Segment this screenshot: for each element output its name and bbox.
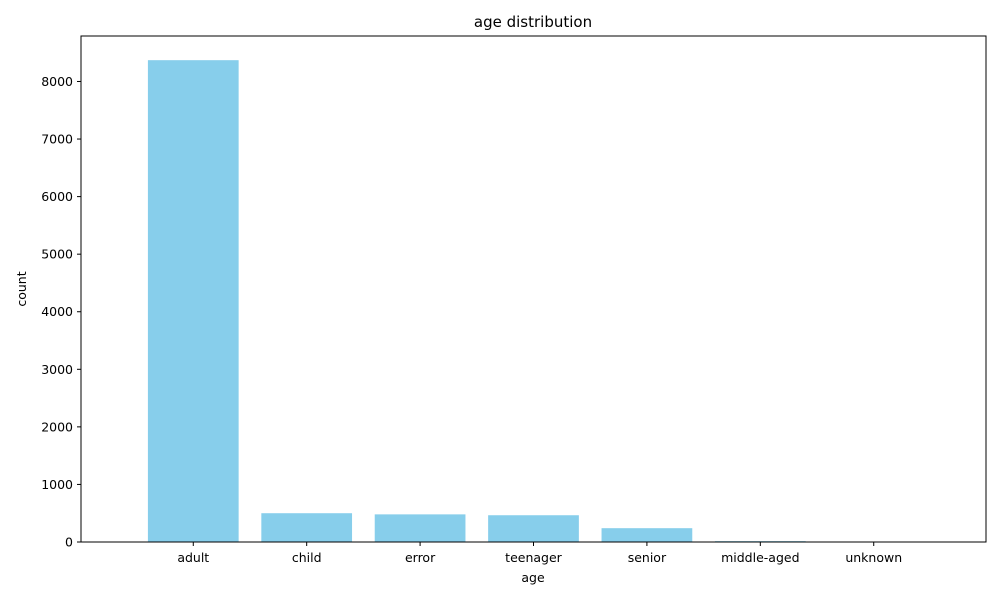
- y-tick-label: 0: [65, 535, 73, 550]
- x-tick-label: error: [405, 550, 436, 565]
- x-tick-label: child: [292, 550, 322, 565]
- x-axis-label: age: [521, 570, 545, 585]
- x-tick-label: adult: [177, 550, 209, 565]
- y-tick-label: 1000: [41, 477, 73, 492]
- y-tick-label: 4000: [41, 304, 73, 319]
- x-tick-label: unknown: [845, 550, 902, 565]
- bar-adult: [147, 60, 239, 542]
- y-tick-label: 8000: [41, 74, 73, 89]
- y-tick-label: 7000: [41, 132, 73, 147]
- chart-title: age distribution: [474, 13, 592, 31]
- x-tick-label: middle-aged: [721, 550, 799, 565]
- x-tick-label: senior: [628, 550, 667, 565]
- y-axis-ticks: 0 1000 2000 3000 4000 5000 6000 7000 8000: [41, 74, 81, 550]
- bars-group: [147, 60, 920, 542]
- y-tick-label: 3000: [41, 362, 73, 377]
- bar-error: [374, 514, 466, 542]
- bar-child: [261, 513, 353, 542]
- bar-teenager: [488, 515, 579, 542]
- bar-senior: [601, 528, 693, 542]
- y-axis-label: count: [14, 271, 29, 306]
- plot-frame: [80, 35, 987, 543]
- x-axis-ticks: adult child error teenager senior middle-aged…: [177, 542, 902, 565]
- y-tick-label: 6000: [41, 189, 73, 204]
- x-tick-label: teenager: [505, 550, 562, 565]
- y-tick-label: 5000: [41, 247, 73, 262]
- y-tick-label: 2000: [41, 419, 73, 434]
